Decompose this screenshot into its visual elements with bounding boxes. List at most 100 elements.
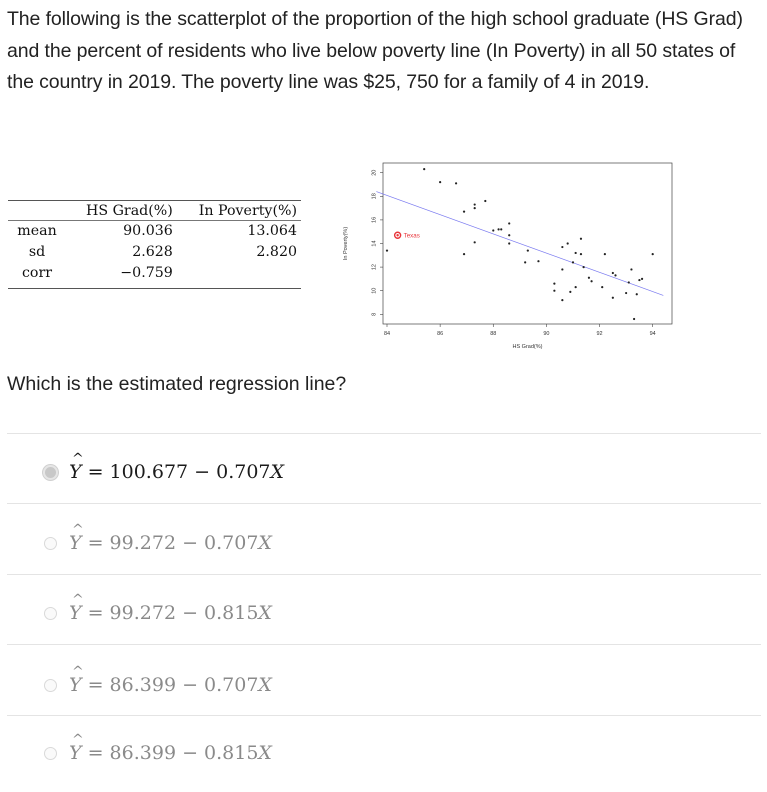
row-label: corr <box>21 265 53 281</box>
radio-button-selected[interactable] <box>43 464 58 480</box>
data-point <box>561 245 564 249</box>
data-point <box>611 271 614 275</box>
x-variable: X <box>258 602 272 624</box>
data-point <box>611 296 614 299</box>
data-point <box>633 317 636 321</box>
x-variable: X <box>258 742 272 764</box>
data-point <box>566 242 569 245</box>
data-point <box>635 293 638 296</box>
answer-option-4[interactable]: Y = 86.399 − 0.707X <box>44 664 272 700</box>
data-point <box>640 277 644 280</box>
divider <box>7 574 761 575</box>
equation-text: Y = 99.272 − 0.707X <box>69 522 272 554</box>
svg-text:92: 92 <box>596 331 602 337</box>
svg-text:88: 88 <box>490 331 496 337</box>
equation-text: Y = 100.677 − 0.707X <box>69 451 285 483</box>
y-hat-symbol: Y <box>69 664 83 696</box>
data-point <box>484 199 487 203</box>
divider <box>7 433 761 434</box>
answer-option-5[interactable]: Y = 86.399 − 0.815X <box>44 732 272 768</box>
data-point <box>651 253 654 256</box>
data-point <box>603 253 606 256</box>
data-point <box>492 229 495 232</box>
x-variable: X <box>258 532 272 554</box>
row-label: sd <box>28 244 46 260</box>
svg-text:10: 10 <box>371 288 377 294</box>
row-sd: sd 2.628 2.820 <box>8 242 301 263</box>
answer-option-2[interactable]: Y = 99.272 − 0.707X <box>44 522 272 558</box>
data-point <box>454 182 458 185</box>
x-axis: 84 86 88 90 92 94 <box>384 324 656 337</box>
data-point <box>553 289 556 292</box>
data-point <box>508 242 511 245</box>
equation-body: = 99.272 − 0.707 <box>81 532 259 554</box>
intro-paragraph: The following is the scatterplot of the … <box>7 8 743 93</box>
svg-text:94: 94 <box>650 331 656 337</box>
header-hs-grad: HS Grad(%) <box>86 203 173 219</box>
data-point <box>587 276 591 279</box>
y-axis-label: In Poverty(%) <box>343 227 349 260</box>
data-point <box>462 253 466 256</box>
data-point <box>526 249 529 252</box>
data-point <box>524 261 527 264</box>
data-points <box>385 168 654 321</box>
svg-text:14: 14 <box>371 240 377 246</box>
svg-text:84: 84 <box>384 331 390 337</box>
header-blank <box>8 201 66 221</box>
equation-body: = 86.399 − 0.707 <box>81 674 259 696</box>
summary-stats-table: HS Grad(%) In Poverty(%) mean 90.036 13.… <box>8 200 301 289</box>
data-point <box>462 210 466 213</box>
equation-body: = 86.399 − 0.815 <box>81 742 259 764</box>
data-point <box>473 203 476 206</box>
data-point <box>473 241 476 244</box>
data-point <box>574 286 577 289</box>
divider <box>7 503 761 504</box>
scatterplot: 84 86 88 90 92 94 8 10 12 14 16 18 20 Texas HS Grad… <box>335 150 680 360</box>
data-point <box>574 251 577 255</box>
data-point <box>579 253 583 256</box>
radio-button[interactable] <box>44 606 57 620</box>
svg-text:16: 16 <box>371 217 377 223</box>
data-point <box>571 261 575 264</box>
answer-option-3[interactable]: Y = 99.272 − 0.815X <box>44 592 272 628</box>
regression-line <box>376 191 664 296</box>
data-point <box>508 222 511 225</box>
data-point <box>508 234 511 237</box>
equation-body: = 99.272 − 0.815 <box>81 602 259 624</box>
data-point <box>638 278 641 282</box>
x-variable: X <box>270 461 285 483</box>
radio-button[interactable] <box>44 536 57 550</box>
data-point <box>579 237 583 240</box>
data-point <box>423 168 426 171</box>
data-point <box>500 228 503 231</box>
radio-button[interactable] <box>44 678 57 692</box>
radio-button[interactable] <box>44 746 57 760</box>
equation-text: Y = 86.399 − 0.707X <box>69 664 272 696</box>
data-point <box>630 268 633 271</box>
texas-label: Texas <box>404 232 420 239</box>
y-hat-symbol: Y <box>69 732 83 764</box>
y-axis: 8 10 12 14 16 18 20 <box>371 170 383 316</box>
svg-text:8: 8 <box>371 313 377 316</box>
divider <box>7 644 761 645</box>
y-hat-symbol: Y <box>69 451 83 483</box>
row-label: mean <box>17 223 57 239</box>
target-icon <box>393 231 402 239</box>
svg-text:86: 86 <box>437 331 443 337</box>
equation-text: Y = 86.399 − 0.815X <box>69 732 272 764</box>
data-point <box>569 290 572 293</box>
y-hat-symbol: Y <box>69 592 83 624</box>
header-in-poverty: In Poverty(%) <box>198 203 297 219</box>
svg-text:18: 18 <box>371 193 377 199</box>
answer-option-1[interactable]: Y = 100.677 − 0.707X <box>43 451 285 487</box>
svg-text:20: 20 <box>371 170 377 176</box>
data-point <box>537 260 540 263</box>
data-point <box>561 268 564 271</box>
equation-text: Y = 99.272 − 0.815X <box>69 592 272 624</box>
plot-frame <box>382 162 673 325</box>
divider <box>7 715 761 716</box>
y-hat-symbol: Y <box>69 522 83 554</box>
hs-grad-value: −0.759 <box>120 265 173 281</box>
data-point <box>627 281 630 284</box>
data-point <box>385 249 389 252</box>
